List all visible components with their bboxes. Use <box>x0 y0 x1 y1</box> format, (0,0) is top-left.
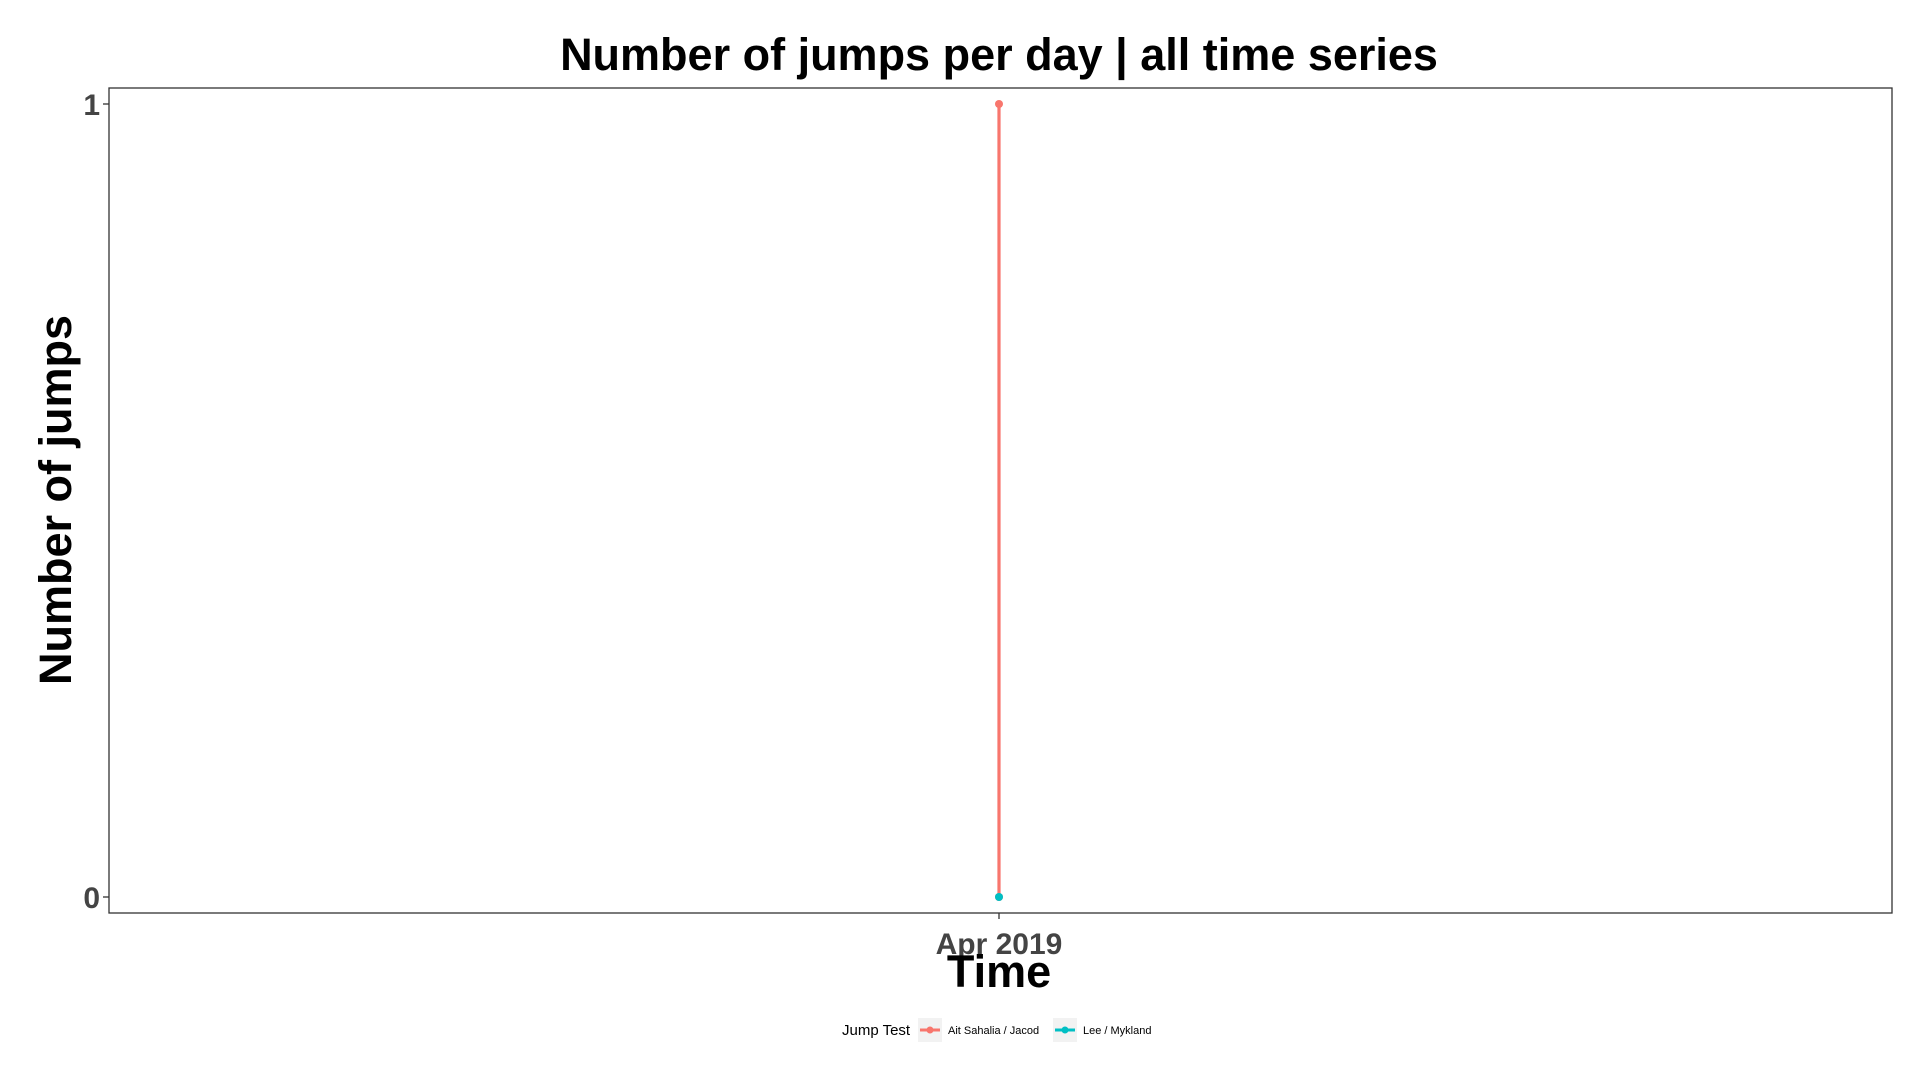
legend-key-point <box>1061 1026 1069 1034</box>
legend-label: Lee / Mykland <box>1083 1025 1151 1037</box>
legend-item: Ait Sahalia / Jacod <box>918 1018 1039 1042</box>
legend: Jump Test Ait Sahalia / Jacod Lee / Mykla… <box>842 1018 1151 1042</box>
data-point <box>995 100 1003 108</box>
legend-item: Lee / Mykland <box>1053 1018 1151 1042</box>
x-axis-title: Time <box>947 946 1051 997</box>
chart-title: Number of jumps per day | all time serie… <box>560 29 1438 81</box>
series-points <box>995 100 1003 901</box>
data-point <box>995 893 1003 901</box>
y-axis-title: Number of jumps <box>30 315 81 685</box>
legend-key-point <box>926 1026 934 1034</box>
legend-title: Jump Test <box>842 1022 911 1039</box>
x-axis: Apr 2019 <box>936 913 1063 961</box>
y-tick-label: 1 <box>83 89 100 122</box>
x-tick-label: Apr 2019 <box>936 928 1063 961</box>
y-axis: 01 <box>83 89 109 915</box>
legend-label: Ait Sahalia / Jacod <box>948 1025 1039 1037</box>
y-tick-label: 0 <box>83 882 100 915</box>
